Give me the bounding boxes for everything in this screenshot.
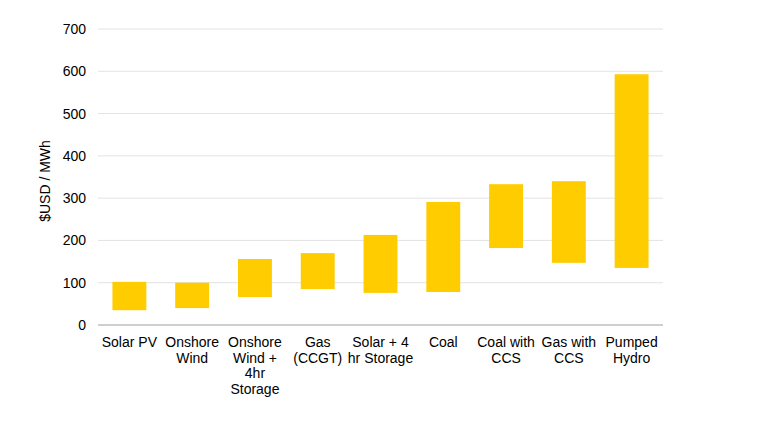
range-bar: [301, 253, 335, 289]
y-tick-label: 100: [63, 275, 87, 291]
x-axis-line: [98, 325, 663, 326]
grid-line: [98, 29, 663, 30]
range-bar: [175, 283, 209, 308]
x-tick-label: Gas(CCGT): [293, 334, 342, 366]
x-tick-label: Coal: [429, 334, 458, 350]
x-tick-label: PumpedHydro: [606, 334, 658, 366]
y-tick-label: 200: [63, 232, 87, 248]
grid-line: [98, 325, 663, 326]
range-bar: [364, 235, 398, 293]
range-bar: [238, 259, 272, 297]
y-axis-label: $USD / MWh: [37, 140, 53, 222]
grid-line: [98, 71, 663, 72]
grid-line: [98, 155, 663, 156]
x-tick-label: OnshoreWind +4hrStorage: [228, 334, 282, 397]
grid-line: [98, 113, 663, 114]
y-tick-label: 400: [63, 148, 87, 164]
y-tick-label: 0: [78, 317, 86, 333]
bars: [112, 74, 648, 310]
y-tick-label: 600: [63, 63, 87, 79]
range-bar: [112, 282, 146, 310]
range-bar: [426, 202, 460, 292]
range-bar: [552, 181, 586, 263]
x-tick-label: Coal withCCS: [477, 334, 535, 366]
y-tick-label: 300: [63, 190, 87, 206]
y-tick-label: 700: [63, 21, 87, 37]
x-tick-label: Solar PV: [102, 334, 158, 350]
x-tick-label: Gas withCCS: [542, 334, 596, 366]
x-tick-label: OnshoreWind: [165, 334, 219, 366]
chart: 0 100 200 300 400 500 600 700 $USD / MWh Solar PV…: [0, 0, 766, 423]
chart-container: 0 100 200 300 400 500 600 700 $USD / MWh Solar PV…: [0, 0, 766, 423]
y-tick-label: 500: [63, 106, 87, 122]
x-tick-label: Solar + 4hr Storage: [348, 334, 414, 366]
range-bar: [615, 74, 649, 268]
range-bar: [489, 184, 523, 248]
